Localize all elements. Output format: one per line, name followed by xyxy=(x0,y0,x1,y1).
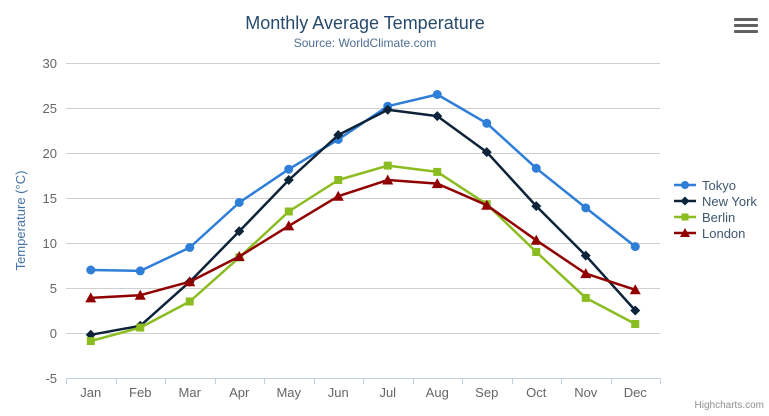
y-axis-label: -5 xyxy=(45,371,57,386)
x-axis-label-aug: Aug xyxy=(426,385,449,400)
legend: Tokyo New York Berlin London xyxy=(674,177,757,241)
diamond-marker[interactable] xyxy=(481,147,492,158)
triangle-marker[interactable] xyxy=(530,234,542,245)
x-axis-label-nov: Nov xyxy=(574,385,598,400)
x-axis-label-sep: Sep xyxy=(475,385,498,400)
triangle-marker[interactable] xyxy=(283,220,295,231)
circle-marker[interactable] xyxy=(681,181,689,189)
hamburger-icon[interactable] xyxy=(734,18,758,36)
y-axis-label: 20 xyxy=(43,146,57,161)
circle-marker[interactable] xyxy=(581,203,591,213)
y-axis-label: 0 xyxy=(50,326,57,341)
circle-marker[interactable] xyxy=(630,242,640,252)
legend-label: Tokyo xyxy=(702,177,736,193)
chart-subtitle: Source: WorldClimate.com xyxy=(293,36,437,50)
diamond-marker[interactable] xyxy=(333,130,344,140)
diamond-marker[interactable] xyxy=(630,305,641,316)
hamburger-bar xyxy=(734,30,758,33)
square-marker[interactable] xyxy=(284,207,293,216)
x-axis-label-jan: Jan xyxy=(80,385,101,400)
credits-link[interactable]: Highcharts.com xyxy=(694,400,764,411)
square-marker[interactable] xyxy=(383,161,392,170)
diamond-marker[interactable] xyxy=(234,226,245,237)
diamond-marker[interactable] xyxy=(531,201,542,212)
circle-marker[interactable] xyxy=(185,243,195,252)
x-axis-label-feb: Feb xyxy=(129,385,151,400)
circle-marker[interactable] xyxy=(432,90,442,99)
chart-title: Monthly Average Temperature xyxy=(245,13,485,33)
square-marker[interactable] xyxy=(631,320,640,328)
legend-symbol-triangle xyxy=(674,228,696,237)
x-axis-label-may: May xyxy=(276,385,301,400)
series-new-york xyxy=(85,104,641,340)
square-marker[interactable] xyxy=(136,323,145,332)
series-london xyxy=(85,174,641,303)
series-line-new-york[interactable] xyxy=(89,108,637,337)
x-axis-label-apr: Apr xyxy=(229,385,250,400)
y-axis-label: 10 xyxy=(43,236,57,251)
x-axis-label-mar: Mar xyxy=(179,385,202,400)
series-line-london[interactable] xyxy=(89,178,637,300)
triangle-marker[interactable] xyxy=(580,268,592,279)
diamond-marker[interactable] xyxy=(580,250,591,261)
triangle-marker[interactable] xyxy=(382,174,394,185)
triangle-marker[interactable] xyxy=(233,251,245,261)
legend-symbol-diamond xyxy=(674,196,696,206)
legend-label: Berlin xyxy=(702,209,736,225)
square-marker[interactable] xyxy=(86,337,95,346)
circle-marker[interactable] xyxy=(531,163,541,173)
circle-marker[interactable] xyxy=(234,198,244,207)
y-axis-label: 15 xyxy=(43,191,57,206)
triangle-marker[interactable] xyxy=(85,292,97,303)
triangle-marker[interactable] xyxy=(481,199,493,210)
legend-item-tokyo[interactable]: Tokyo xyxy=(674,177,757,193)
x-axis-label-dec: Dec xyxy=(624,385,648,400)
series-tokyo xyxy=(86,90,640,276)
legend-item-new-york[interactable]: New York xyxy=(674,193,757,209)
triangle-marker[interactable] xyxy=(431,178,443,189)
diamond-marker[interactable] xyxy=(382,104,393,115)
square-marker[interactable] xyxy=(334,176,343,184)
circle-marker[interactable] xyxy=(86,265,96,275)
x-axis-label-oct: Oct xyxy=(526,385,547,400)
diamond-marker[interactable] xyxy=(432,111,443,122)
square-marker[interactable] xyxy=(185,297,194,306)
legend-symbol-square xyxy=(674,213,696,221)
legend-item-berlin[interactable]: Berlin xyxy=(674,209,757,225)
legend-label: New York xyxy=(702,193,757,209)
diamond-marker[interactable] xyxy=(283,175,294,185)
legend-item-london[interactable]: London xyxy=(674,225,757,241)
legend-symbol-circle xyxy=(674,181,696,189)
y-axis-title: Temperature (°C) xyxy=(13,171,28,271)
y-axis-label: 25 xyxy=(43,101,57,116)
hamburger-bar xyxy=(734,18,758,21)
triangle-marker[interactable] xyxy=(680,228,690,237)
series-line-tokyo[interactable] xyxy=(89,93,637,273)
triangle-marker[interactable] xyxy=(332,190,344,201)
hamburger-bar xyxy=(734,24,758,27)
triangle-marker[interactable] xyxy=(134,289,146,300)
square-marker[interactable] xyxy=(681,213,689,221)
circle-marker[interactable] xyxy=(482,118,492,128)
triangle-marker[interactable] xyxy=(629,284,641,295)
legend-label: London xyxy=(702,225,746,241)
series-line-berlin[interactable] xyxy=(89,164,637,343)
square-marker[interactable] xyxy=(581,293,590,302)
x-axis-label-jun: Jun xyxy=(328,385,349,400)
diamond-marker[interactable] xyxy=(680,196,690,206)
y-axis-label: 30 xyxy=(43,56,57,71)
circle-marker[interactable] xyxy=(135,266,145,276)
triangle-marker[interactable] xyxy=(184,276,196,287)
square-marker[interactable] xyxy=(532,248,541,256)
y-axis-label: 5 xyxy=(50,281,57,296)
circle-marker[interactable] xyxy=(284,164,294,174)
square-marker[interactable] xyxy=(433,167,442,176)
x-axis-label-jul: Jul xyxy=(379,385,396,400)
